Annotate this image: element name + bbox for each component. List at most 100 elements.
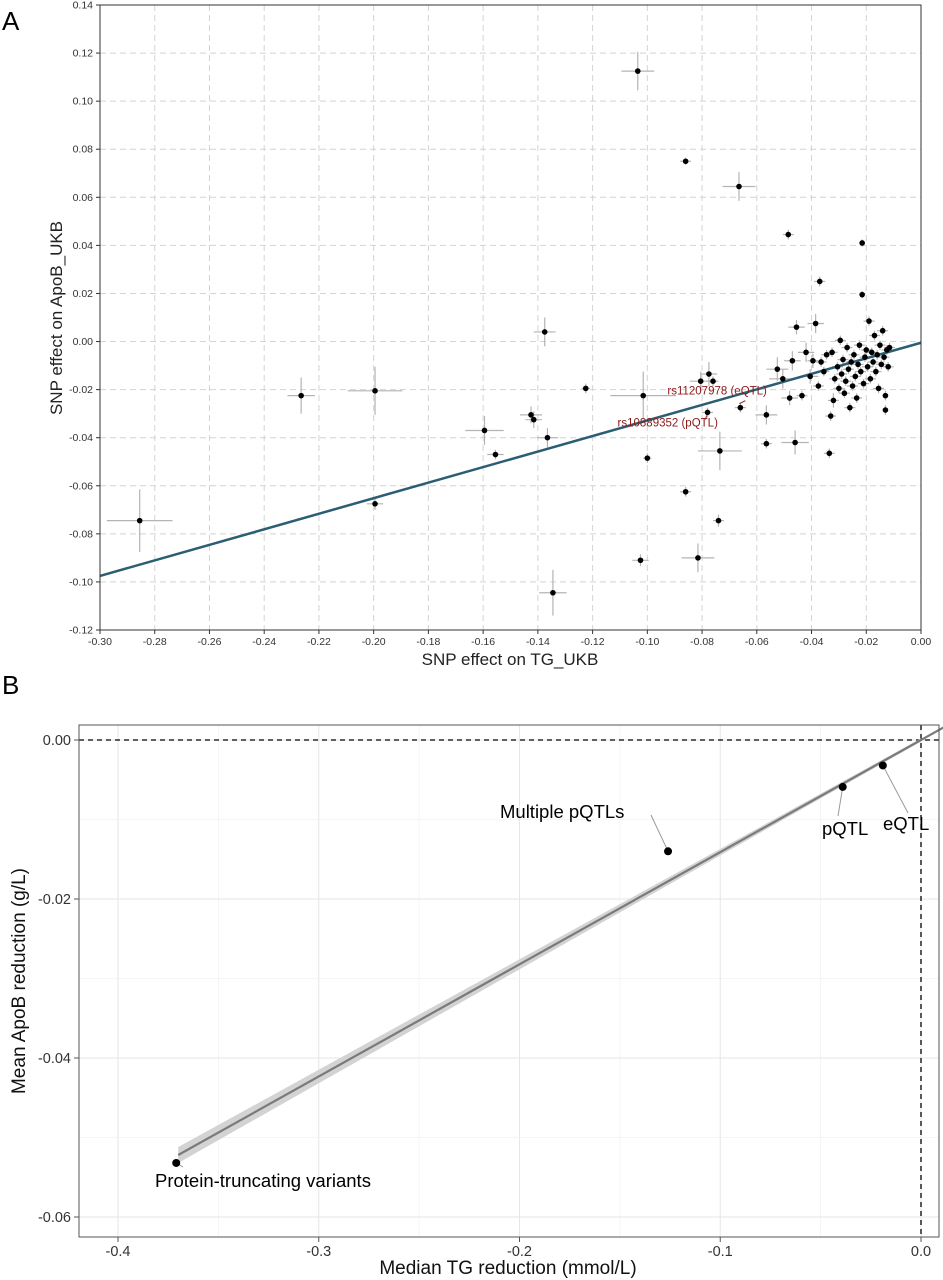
data-point — [845, 366, 852, 372]
data-point — [837, 337, 844, 344]
panel-b-x-ticks: -0.4 -0.3 -0.2 -0.1 0.0 — [106, 1237, 931, 1260]
data-point — [704, 409, 711, 416]
panel-b-points — [172, 761, 887, 1167]
y-tick-label: 0.10 — [73, 96, 94, 108]
panel-a-frame — [99, 4, 922, 631]
panel-a-annotations: rs11207978 (eQTL) rs10889352 (pQTL) — [618, 386, 768, 430]
data-point — [859, 291, 865, 298]
data-point — [763, 440, 770, 447]
data-point — [882, 407, 889, 413]
data-point — [812, 320, 819, 327]
panel-b-reference-lines — [79, 725, 939, 1237]
data-point — [864, 363, 871, 370]
data-point — [877, 342, 883, 348]
data-point — [849, 383, 856, 389]
x-tick-label: 0.0 — [911, 1244, 931, 1260]
data-point — [682, 488, 689, 495]
data-point — [815, 383, 822, 389]
label-leader — [882, 765, 909, 814]
data-point — [882, 392, 889, 399]
data-point — [829, 349, 835, 356]
data-point — [826, 450, 833, 457]
panel-b-x-axis-label: Median TG reduction (mmol/L) — [379, 1258, 636, 1279]
panel-a-x-ticks: -0.30 -0.28 -0.26 -0.24 -0.22 -0.20 -0.18 -0.16… — [88, 630, 931, 648]
data-point — [866, 318, 872, 324]
point-label: Protein-truncating variants — [155, 1170, 371, 1191]
data-point — [878, 361, 885, 368]
y-tick-label: -0.04 — [38, 1051, 71, 1067]
annotation-leader — [705, 415, 708, 420]
data-point — [857, 368, 864, 375]
panel-b-y-ticks: -0.06 -0.04 -0.02 0.00 — [38, 733, 79, 1226]
y-tick-label: 0.02 — [73, 288, 94, 300]
y-tick-label: -0.04 — [69, 432, 93, 444]
y-tick-label: 0.08 — [73, 144, 94, 156]
x-tick-label: -0.30 — [88, 636, 112, 648]
data-point — [844, 344, 850, 351]
data-point — [871, 332, 878, 339]
data-point — [717, 448, 723, 454]
point-label: pQTL — [822, 818, 868, 839]
annotation-leader — [739, 400, 746, 405]
annotation-label: rs10889352 (pQTL) — [618, 417, 719, 429]
point-label: Multiple pQTLs — [500, 801, 624, 822]
data-point — [793, 324, 800, 330]
y-tick-label: -0.02 — [69, 384, 93, 396]
label-leader — [650, 814, 669, 852]
panel-b-frame — [78, 724, 940, 1238]
data-point — [779, 375, 786, 382]
data-point — [528, 412, 534, 418]
x-tick-label: -0.10 — [635, 636, 659, 648]
data-point — [886, 344, 893, 351]
data-point — [860, 380, 867, 387]
data-point — [885, 363, 891, 370]
panel-b-point-labels: Protein-truncating variants Multiple pQTL… — [155, 801, 929, 1191]
data-point — [879, 327, 886, 334]
x-tick-label: -0.08 — [690, 636, 714, 648]
panel-b-letter: B — [2, 670, 19, 700]
data-point — [852, 373, 859, 380]
data-point — [874, 351, 881, 358]
y-tick-label: -0.06 — [69, 480, 93, 492]
data-point — [875, 385, 882, 392]
data-point — [372, 500, 378, 507]
panel-b-y-axis-label: Mean ApoB reduction (g/L) — [9, 868, 30, 1094]
y-tick-label: 0.04 — [73, 240, 94, 252]
data-point — [810, 357, 816, 364]
data-point — [881, 354, 887, 360]
point-label: eQTL — [883, 813, 929, 834]
data-point — [823, 351, 830, 358]
label-leader — [837, 786, 844, 817]
x-tick-label: -0.18 — [416, 636, 440, 648]
data-point — [862, 354, 868, 360]
x-tick-label: -0.12 — [581, 636, 605, 648]
y-tick-label: -0.06 — [38, 1210, 71, 1226]
data-point — [664, 847, 673, 856]
panel-a-fit-line — [99, 341, 922, 578]
x-tick-label: -0.16 — [471, 636, 495, 648]
panel-b-fit-line — [177, 726, 943, 1156]
data-point — [644, 455, 651, 461]
data-point — [838, 371, 845, 377]
data-point — [136, 517, 143, 524]
data-point — [834, 363, 841, 370]
data-point — [838, 782, 847, 791]
panel-b-label-leaders — [175, 765, 909, 1168]
data-point — [640, 392, 647, 399]
x-tick-label: -0.20 — [362, 636, 386, 648]
x-tick-label: -0.28 — [143, 636, 167, 648]
data-point — [863, 347, 870, 353]
data-point — [831, 375, 838, 382]
panel-a-x-axis-label: SNP effect on TG_UKB — [422, 650, 599, 669]
panel-a-y-ticks: -0.12 -0.10 -0.08 -0.06 -0.04 -0.02 0.00 0.02 0.… — [69, 0, 100, 637]
data-point — [634, 68, 641, 74]
x-tick-label: -0.02 — [854, 636, 878, 648]
data-point — [867, 375, 874, 382]
x-tick-label: -0.22 — [307, 636, 331, 648]
data-point — [715, 517, 722, 524]
data-point — [848, 359, 855, 365]
data-point — [774, 366, 781, 372]
data-point — [737, 404, 744, 411]
data-point — [682, 158, 689, 165]
